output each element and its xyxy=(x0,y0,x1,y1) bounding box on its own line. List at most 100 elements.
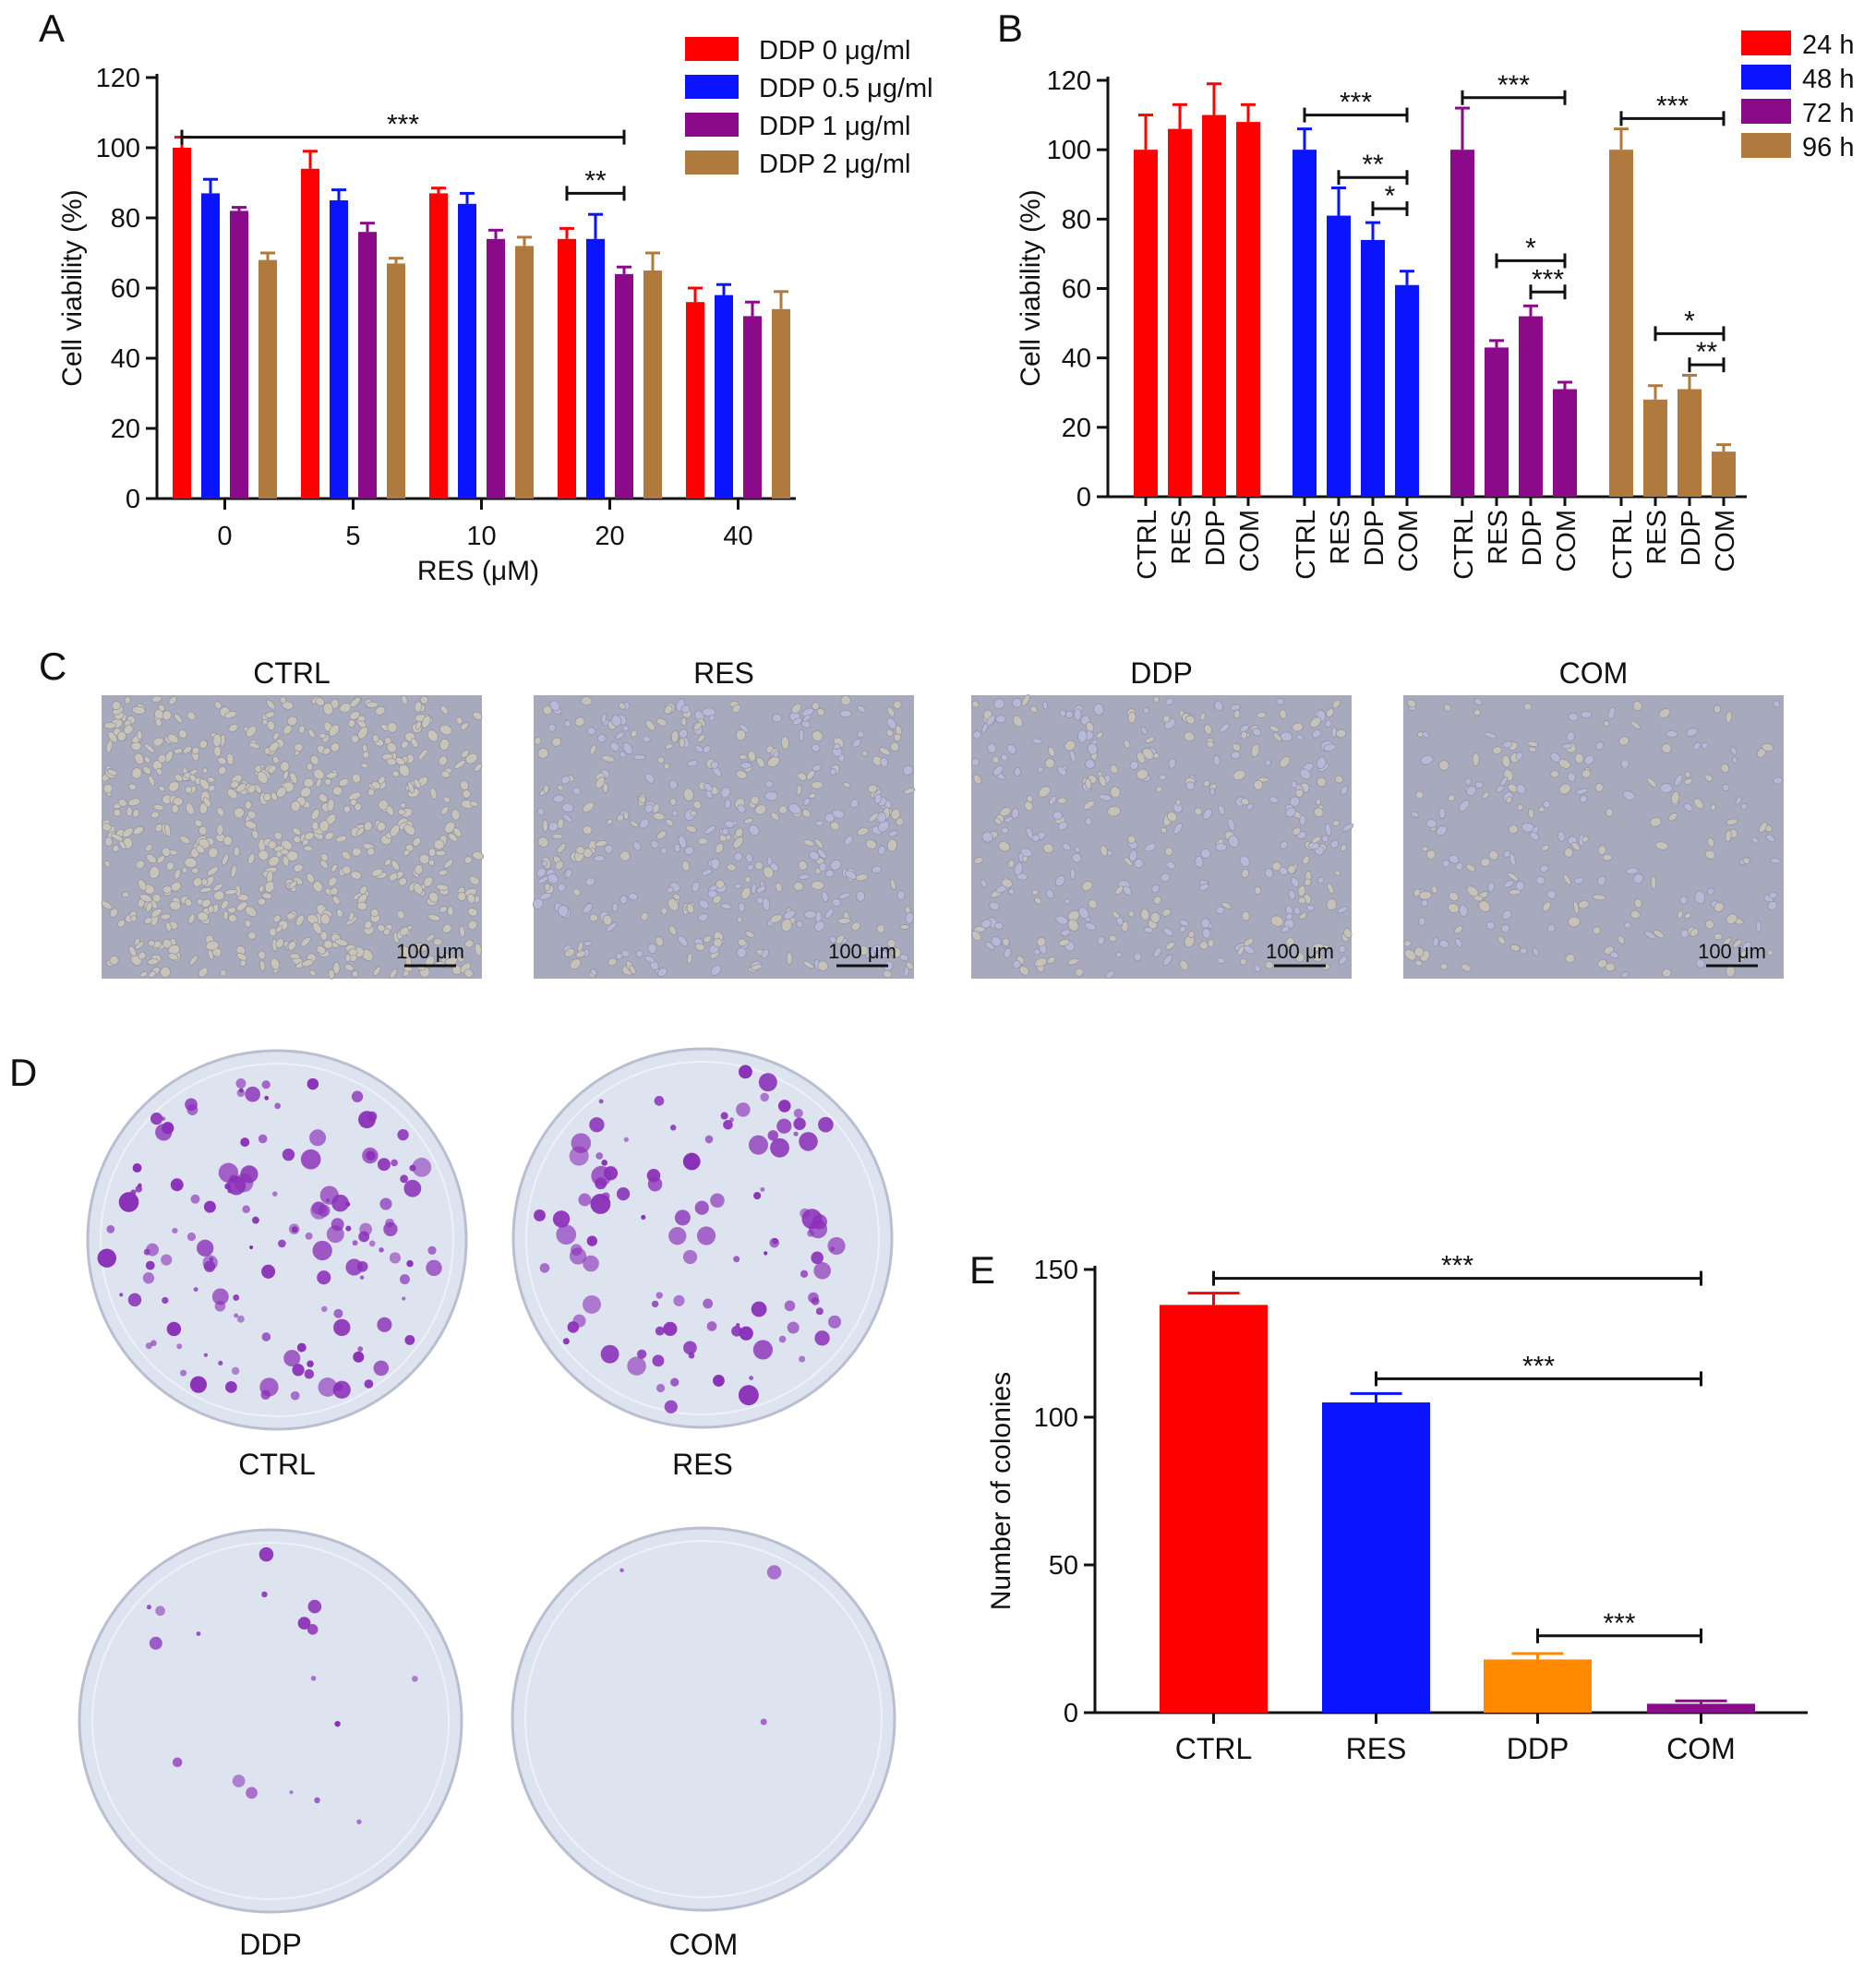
cell xyxy=(313,768,325,780)
cell xyxy=(557,818,564,829)
cell xyxy=(1539,864,1549,872)
cell xyxy=(334,938,348,946)
chart-a-bar xyxy=(201,193,220,499)
colony xyxy=(623,1137,629,1142)
cell xyxy=(154,717,162,728)
cell xyxy=(1413,946,1425,957)
colony xyxy=(664,1400,678,1414)
cell xyxy=(1136,768,1148,780)
chart-a-bar xyxy=(358,232,377,499)
cell xyxy=(134,752,145,765)
colony xyxy=(321,1305,328,1313)
chart-a-legend-swatch xyxy=(685,75,739,99)
cell xyxy=(670,730,679,743)
cell xyxy=(660,907,668,915)
cell xyxy=(330,742,341,752)
cell xyxy=(191,867,199,874)
cell xyxy=(1516,784,1526,795)
cell xyxy=(1472,752,1480,766)
cell xyxy=(1742,941,1751,951)
cell xyxy=(1541,844,1550,851)
chart-b-x-tick-label: DDP xyxy=(1518,510,1547,566)
scale-bar-label: 100 μm xyxy=(828,940,896,963)
cell xyxy=(1580,711,1593,719)
cell xyxy=(1252,728,1262,737)
cell xyxy=(1272,732,1282,742)
colony xyxy=(235,1078,247,1089)
colony xyxy=(277,1239,286,1248)
cell xyxy=(327,799,335,812)
cell xyxy=(172,797,184,806)
cell xyxy=(558,904,569,918)
colony xyxy=(146,1605,151,1610)
cell xyxy=(1049,795,1057,805)
cell xyxy=(1543,800,1550,809)
cell xyxy=(607,957,618,967)
cell xyxy=(168,780,180,792)
cell xyxy=(775,882,783,893)
cell xyxy=(288,880,298,890)
cell xyxy=(995,715,1006,724)
colony xyxy=(259,1377,279,1397)
cell xyxy=(686,760,699,767)
cell xyxy=(984,941,995,950)
colony xyxy=(289,1790,294,1795)
cell xyxy=(811,880,824,890)
cell xyxy=(1034,896,1042,905)
chart-a-x-tick-label: 20 xyxy=(595,522,624,551)
cell xyxy=(992,755,1000,764)
cell xyxy=(1212,755,1221,766)
cell xyxy=(802,839,815,847)
colony xyxy=(162,1296,169,1305)
chart-b-bar xyxy=(1134,150,1158,497)
cell xyxy=(1420,899,1429,908)
cell xyxy=(1078,907,1089,920)
cell xyxy=(1704,849,1716,860)
chart-a-y-tick-label: 20 xyxy=(111,415,140,444)
cell xyxy=(872,755,883,766)
cell xyxy=(750,795,760,805)
cell xyxy=(1074,846,1081,853)
cell xyxy=(584,877,596,886)
colony xyxy=(351,1090,364,1102)
cell xyxy=(1097,935,1105,945)
chart-e-significance-label: *** xyxy=(1603,1608,1635,1639)
colony xyxy=(356,1260,368,1272)
cell xyxy=(152,804,164,811)
cell xyxy=(971,930,981,942)
colony xyxy=(236,1315,245,1323)
cell xyxy=(164,824,172,837)
cell xyxy=(1597,959,1607,968)
cell xyxy=(220,969,227,977)
cell xyxy=(258,849,270,861)
cell xyxy=(1633,898,1642,908)
cell xyxy=(319,913,331,925)
colony xyxy=(674,1209,691,1226)
cell xyxy=(1292,722,1304,732)
cell xyxy=(272,732,280,740)
cell xyxy=(993,817,1002,825)
cell xyxy=(1432,936,1439,947)
cell xyxy=(1084,922,1097,931)
cell xyxy=(1773,700,1781,708)
chart-b-bar xyxy=(1450,150,1474,497)
colony xyxy=(760,1718,767,1726)
cell xyxy=(569,958,582,970)
colony xyxy=(760,1186,765,1192)
colony xyxy=(673,1294,685,1306)
colony xyxy=(162,1122,174,1135)
cell xyxy=(743,817,754,824)
cell xyxy=(642,735,651,743)
cell xyxy=(1550,752,1561,763)
colony xyxy=(793,1117,806,1130)
cell xyxy=(1766,949,1774,956)
cell xyxy=(398,877,407,886)
cell xyxy=(149,866,160,879)
cell xyxy=(331,864,338,872)
cell xyxy=(143,743,155,753)
cell xyxy=(680,716,687,727)
cell xyxy=(1064,740,1076,752)
cell xyxy=(1726,913,1738,925)
colony xyxy=(808,1292,819,1304)
cell xyxy=(319,931,328,941)
